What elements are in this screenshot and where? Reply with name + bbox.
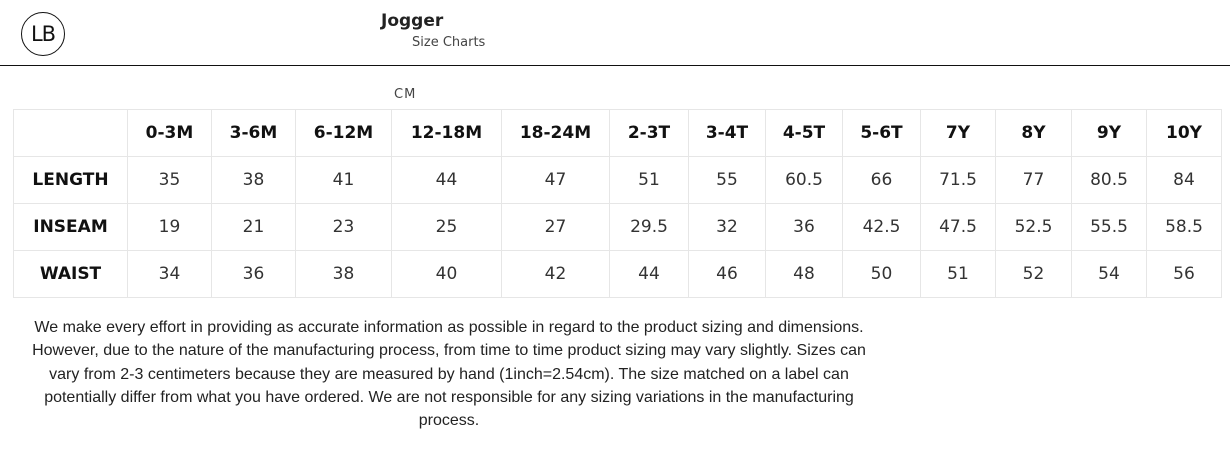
table-corner-cell (13, 109, 128, 157)
table-cell: 23 (295, 203, 392, 251)
sizing-disclaimer: We make every effort in providing as acc… (32, 319, 866, 430)
brand-logo: LB (21, 12, 65, 56)
column-header: 5-6T (842, 109, 921, 157)
table-cell: 55.5 (1071, 203, 1147, 251)
logo-text: LB (30, 22, 56, 46)
table-cell: 51 (609, 156, 689, 204)
table-cell: 48 (765, 250, 843, 298)
table-row: LENGTH 35 38 41 44 47 51 55 60.5 66 71.5 77 80.5 84 (13, 156, 1222, 204)
table-cell: 36 (211, 250, 296, 298)
column-header: 6-12M (295, 109, 392, 157)
table-cell: 51 (920, 250, 996, 298)
table-cell: 40 (391, 250, 502, 298)
table-cell: 46 (688, 250, 766, 298)
table-cell: 84 (1146, 156, 1222, 204)
column-header: 9Y (1071, 109, 1147, 157)
column-header: 7Y (920, 109, 996, 157)
table-row: INSEAM 19 21 23 25 27 29.5 32 36 42.5 47.5 52.5 55.5… (13, 203, 1222, 251)
column-header: 2-3T (609, 109, 689, 157)
column-header: 3-6M (211, 109, 296, 157)
table-cell: 58.5 (1146, 203, 1222, 251)
column-header: 3-4T (688, 109, 766, 157)
table-cell: 34 (127, 250, 212, 298)
table-cell: 42.5 (842, 203, 921, 251)
column-header: 0-3M (127, 109, 212, 157)
column-header: 4-5T (765, 109, 843, 157)
table-cell: 77 (995, 156, 1072, 204)
table-cell: 47.5 (920, 203, 996, 251)
table-cell: 66 (842, 156, 921, 204)
table-cell: 60.5 (765, 156, 843, 204)
unit-label: CM (394, 87, 417, 102)
table-cell: 38 (295, 250, 392, 298)
table-cell: 38 (211, 156, 296, 204)
table-cell: 19 (127, 203, 212, 251)
table-cell: 21 (211, 203, 296, 251)
column-header: 18-24M (501, 109, 610, 157)
table-cell: 52 (995, 250, 1072, 298)
table-cell: 32 (688, 203, 766, 251)
table-header-row: 0-3M 3-6M 6-12M 12-18M 18-24M 2-3T 3-4T 4-5T 5-6… (13, 109, 1222, 157)
table-row: WAIST 34 36 38 40 42 44 46 48 50 51 52 54 56 (13, 250, 1222, 298)
table-cell: 71.5 (920, 156, 996, 204)
header-divider (0, 65, 1230, 66)
column-header: 12-18M (391, 109, 502, 157)
page-title: Jogger (381, 11, 444, 31)
table-cell: 27 (501, 203, 610, 251)
table-cell: 47 (501, 156, 610, 204)
column-header: 10Y (1146, 109, 1222, 157)
page-subtitle: Size Charts (412, 35, 486, 50)
table-cell: 42 (501, 250, 610, 298)
table-cell: 52.5 (995, 203, 1072, 251)
row-label: LENGTH (13, 156, 128, 204)
table-cell: 56 (1146, 250, 1222, 298)
table-cell: 55 (688, 156, 766, 204)
row-label: WAIST (13, 250, 128, 298)
column-header: 8Y (995, 109, 1072, 157)
table-cell: 41 (295, 156, 392, 204)
table-cell: 54 (1071, 250, 1147, 298)
table-cell: 29.5 (609, 203, 689, 251)
size-chart-table: 0-3M 3-6M 6-12M 12-18M 18-24M 2-3T 3-4T 4-5T 5-6… (13, 109, 1222, 298)
table-cell: 44 (391, 156, 502, 204)
table-cell: 25 (391, 203, 502, 251)
table-cell: 80.5 (1071, 156, 1147, 204)
table-cell: 36 (765, 203, 843, 251)
row-label: INSEAM (13, 203, 128, 251)
table-cell: 44 (609, 250, 689, 298)
table-cell: 50 (842, 250, 921, 298)
table-cell: 35 (127, 156, 212, 204)
